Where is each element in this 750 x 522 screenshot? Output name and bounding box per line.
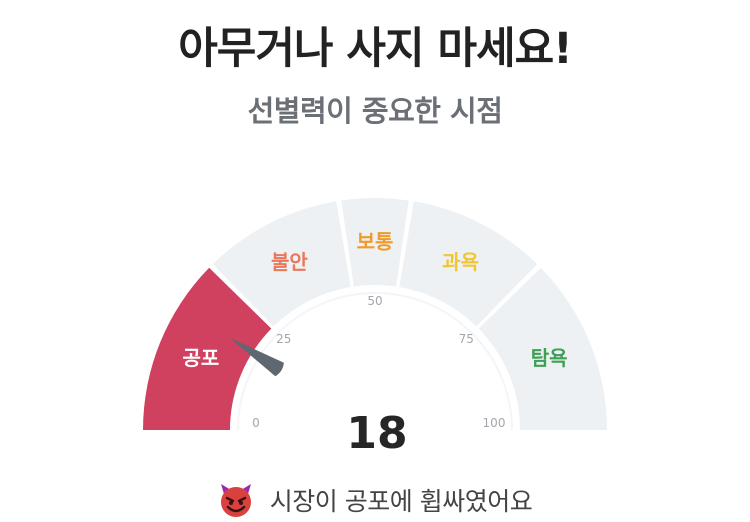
gauge-segment-2 (212, 201, 351, 327)
gauge-segment-label-1: 공포 (182, 346, 219, 370)
page-title: 아무거나 사지 마세요! (178, 24, 573, 74)
gauge-tick-label: 0 (252, 416, 260, 430)
gauge-segment-label-2: 불안 (271, 250, 308, 274)
page-subtitle: 선별력이 중요한 시점 (247, 94, 503, 128)
devil-face-icon (220, 484, 251, 517)
gauge-segment-label-3: 보통 (357, 230, 394, 254)
status-message: 시장이 공포에 휩싸였어요 (269, 487, 533, 516)
status-row: 시장이 공포에 휩싸였어요 (0, 482, 750, 518)
gauge-value: 18 (346, 408, 407, 459)
gauge-segment-label-5: 탐욕 (531, 346, 568, 370)
gauge-segment-label-4: 과욕 (442, 250, 479, 274)
gauge-tick-label: 50 (367, 294, 382, 308)
gauge-tick-label: 25 (276, 332, 291, 346)
gauge-segment-3 (341, 198, 409, 287)
gauge-segment-5 (478, 267, 607, 430)
gauge-segment-1 (143, 267, 272, 430)
gauge-inner-ring (237, 292, 513, 431)
gauge-segment-4 (399, 201, 538, 327)
gauge-needle (229, 337, 284, 377)
gauge-tick-label: 75 (459, 332, 474, 346)
gauge-tick-label: 100 (483, 416, 506, 430)
